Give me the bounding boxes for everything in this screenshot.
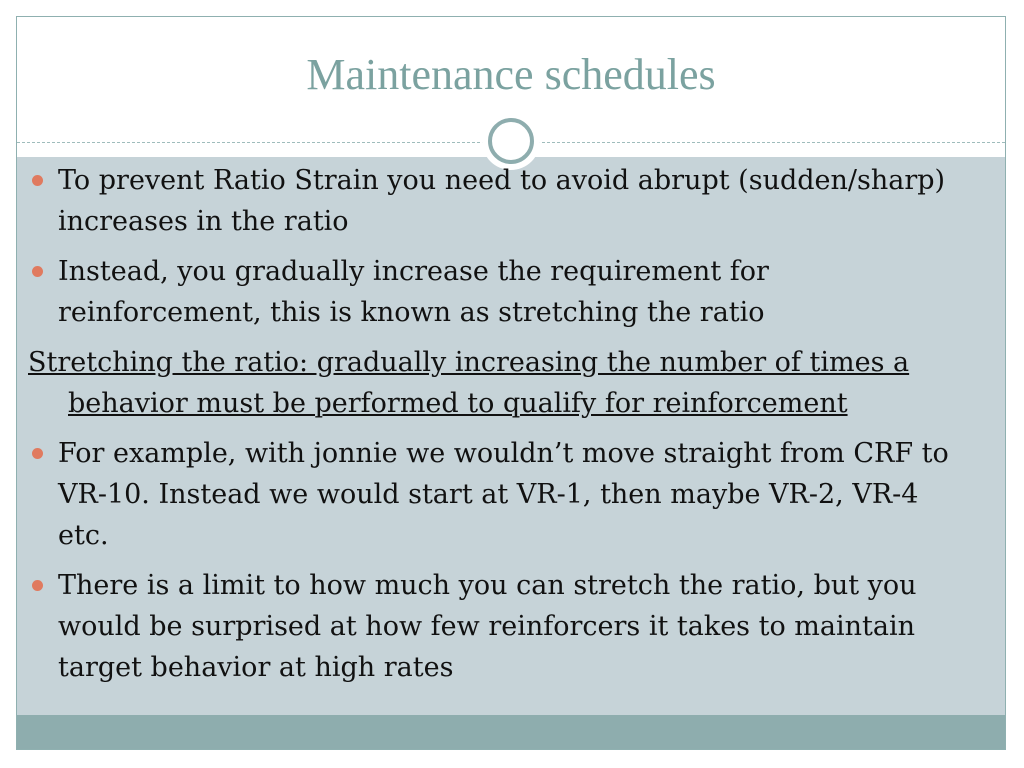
definition-text: Stretching the ratio: gradually increasi… (28, 347, 910, 419)
bullet-item: Instead, you gradually increase the requ… (28, 251, 968, 333)
circle-ornament-icon (482, 112, 540, 170)
footer-band (17, 715, 1005, 749)
bullet-item: For example, with jonnie we wouldn’t mov… (28, 433, 968, 556)
bullet-text: There is a limit to how much you can str… (58, 570, 917, 683)
slide-title: Maintenance schedules (306, 50, 716, 99)
bullet-dot-icon (32, 266, 43, 277)
ring-icon (488, 118, 534, 164)
content-area (17, 157, 1005, 715)
slide: Maintenance schedules (16, 16, 1006, 750)
bullet-item: To prevent Ratio Strain you need to avoi… (28, 160, 968, 242)
slide-body: To prevent Ratio Strain you need to avoi… (28, 160, 968, 697)
bullet-dot-icon (32, 448, 43, 459)
bullet-text: Instead, you gradually increase the requ… (58, 256, 769, 328)
bullet-dot-icon (32, 580, 43, 591)
bullet-dot-icon (32, 175, 43, 186)
bullet-text: For example, with jonnie we wouldn’t mov… (58, 438, 949, 551)
bullet-text: To prevent Ratio Strain you need to avoi… (58, 165, 946, 237)
bullet-item: There is a limit to how much you can str… (28, 565, 968, 688)
